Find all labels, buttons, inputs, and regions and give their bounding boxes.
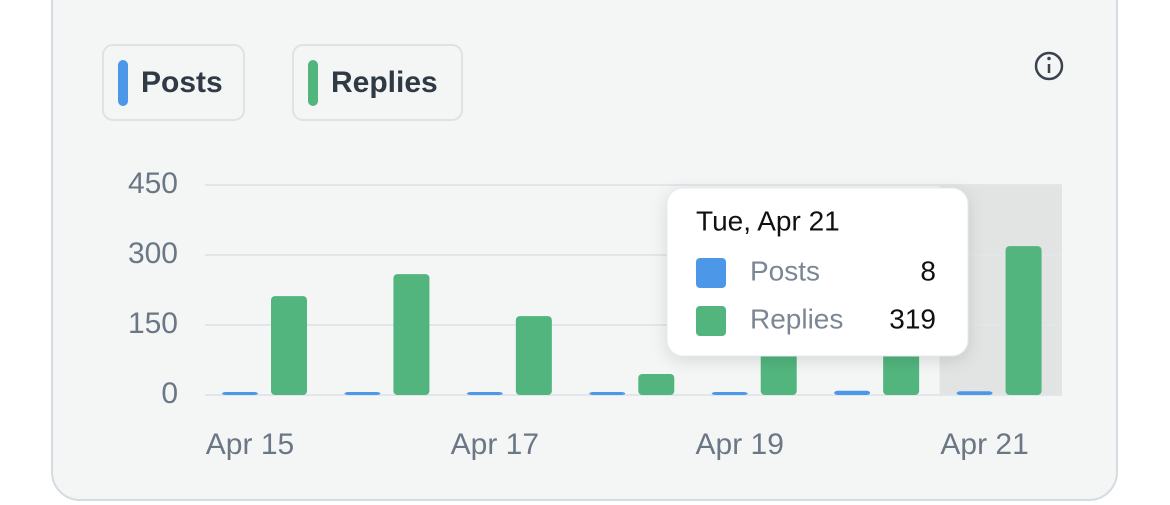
y-tick-label: 450: [128, 167, 178, 200]
y-tick-label: 300: [128, 237, 178, 270]
tooltip-box: [666, 187, 969, 357]
bar: [1005, 246, 1042, 395]
tooltip-swatch: [696, 258, 726, 288]
info-icon[interactable]: [1034, 51, 1064, 81]
x-tick-label: Apr 21: [940, 428, 1028, 461]
bar: [589, 392, 626, 395]
y-tick-label: 0: [161, 377, 178, 410]
tooltip-value: 8: [920, 255, 936, 286]
tooltip-swatch: [696, 306, 726, 336]
legend-label: Replies: [331, 66, 438, 99]
bar: [466, 392, 503, 395]
bar: [393, 274, 430, 395]
bar: [271, 296, 307, 395]
bar: [711, 392, 748, 395]
bar: [956, 391, 993, 395]
tooltip-value: 319: [889, 303, 936, 334]
tooltip: Tue, Apr 21 Posts 8 Replies 319: [666, 187, 969, 357]
tooltip-title: Tue, Apr 21: [696, 205, 840, 236]
card: [51, 0, 1118, 501]
bar: [344, 392, 381, 395]
x-tick-label: Apr 17: [451, 428, 539, 461]
legend-button: [102, 44, 245, 121]
bar: [222, 392, 258, 395]
legend-item[interactable]: Replies: [292, 44, 463, 121]
bar: [515, 316, 552, 395]
legend-button: [292, 44, 463, 121]
legend-item[interactable]: Posts: [102, 44, 245, 121]
bar: [834, 390, 871, 395]
y-tick-label: 150: [128, 307, 178, 340]
legend-label: Posts: [141, 66, 223, 99]
tooltip-label: Posts: [750, 255, 820, 286]
x-tick-label: Apr 19: [696, 428, 784, 461]
bar: [638, 374, 675, 395]
legend-swatch: [308, 60, 318, 106]
tooltip-label: Replies: [750, 303, 843, 334]
x-tick-label: Apr 15: [206, 428, 294, 461]
legend-swatch: [118, 60, 128, 106]
